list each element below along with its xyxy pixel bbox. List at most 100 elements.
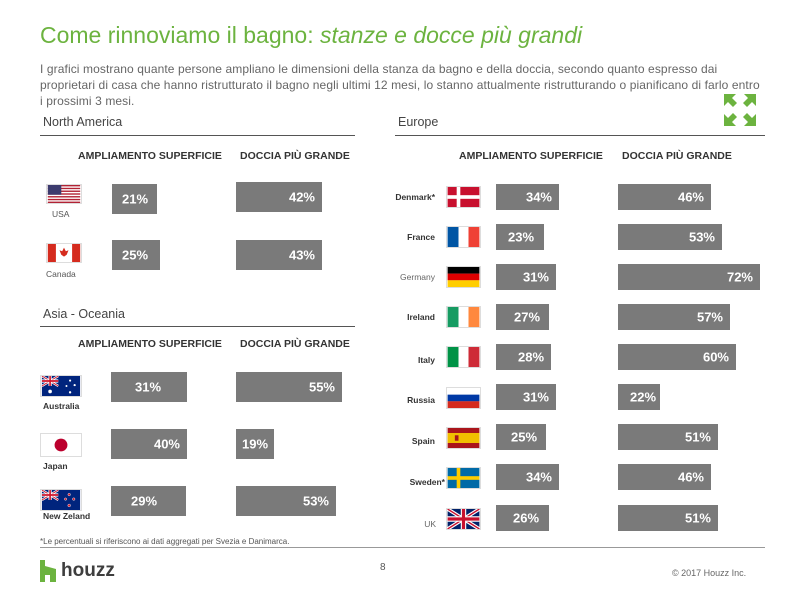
spain-flag-icon	[446, 427, 481, 449]
title-plain: Come rinnoviamo il bagno:	[40, 22, 320, 48]
divider	[40, 326, 355, 327]
area-bar: 31%	[496, 264, 556, 290]
area-bar: 25%	[496, 424, 546, 450]
area-bar: 25%	[112, 240, 160, 270]
area-value: 27%	[514, 309, 541, 325]
country-name: Russia	[407, 395, 435, 405]
shower-bar: 46%	[618, 184, 711, 210]
area-bar: 23%	[496, 224, 544, 250]
country-name: Germany	[400, 272, 435, 282]
shower-value: 19%	[242, 436, 269, 452]
country-name: France	[407, 232, 435, 242]
area-value: 29%	[131, 493, 158, 509]
shower-value: 43%	[288, 247, 315, 263]
shower-bar: 72%	[618, 264, 760, 290]
shower-bar: 51%	[618, 424, 718, 450]
region-north-america: North America	[43, 115, 123, 129]
country-name: New Zeland	[43, 511, 91, 521]
country-name: Sweden*	[409, 477, 445, 487]
shower-value: 46%	[677, 469, 704, 485]
area-value: 28%	[518, 349, 545, 365]
shower-bar: 43%	[236, 240, 322, 270]
logo-text: houzz	[61, 560, 115, 581]
italy-flag-icon	[446, 346, 481, 368]
usa-flag-icon	[46, 184, 82, 204]
area-value: 31%	[522, 269, 549, 285]
germany-flag-icon	[446, 266, 481, 288]
russia-flag-icon	[446, 387, 481, 409]
shower-value: 46%	[677, 189, 704, 205]
intro-text: I grafici mostrano quante persone amplia…	[40, 62, 760, 108]
shower-bar: 53%	[236, 486, 336, 516]
area-value: 25%	[511, 429, 538, 445]
area-bar: 31%	[496, 384, 556, 410]
shower-bar: 46%	[618, 464, 711, 490]
area-value: 34%	[525, 189, 552, 205]
shower-value: 53%	[302, 493, 329, 509]
country-name: Ireland	[407, 312, 435, 322]
area-value: 25%	[122, 247, 149, 263]
shower-bar: 42%	[236, 182, 322, 212]
japan-flag-icon	[40, 433, 82, 457]
houzz-logo-icon	[40, 560, 56, 582]
title-italic: stanze e docce più grandi	[319, 22, 583, 48]
area-value: 31%	[135, 379, 162, 395]
shower-bar: 53%	[618, 224, 722, 250]
column-header-area: AMPLIAMENTO SUPERFICIE	[78, 338, 222, 350]
houzz-logo: houzz	[40, 560, 115, 582]
footer-divider	[40, 547, 765, 548]
country-name: Denmark*	[395, 192, 435, 202]
shower-value: 42%	[288, 189, 315, 205]
country-name: Australia	[43, 401, 80, 411]
footnote: *Le percentuali si riferiscono ai dati a…	[40, 537, 290, 546]
expand-icon	[724, 94, 756, 126]
divider	[40, 135, 355, 136]
france-flag-icon	[446, 226, 481, 248]
country-name: Japan	[43, 461, 68, 471]
ireland-flag-icon	[446, 306, 481, 328]
new-zealand-flag-icon	[40, 489, 82, 511]
region-europe: Europe	[398, 115, 439, 129]
canada-flag-icon	[46, 243, 82, 263]
page-number: 8	[380, 562, 386, 573]
area-value: 31%	[522, 389, 549, 405]
column-header-shower: DOCCIA PIÙ GRANDE	[240, 338, 350, 350]
shower-value: 57%	[696, 309, 723, 325]
shower-bar: 57%	[618, 304, 730, 330]
region-asia-oceania: Asia - Oceania	[43, 307, 125, 321]
page-title: Come rinnoviamo il bagno: stanze e docce…	[40, 22, 582, 49]
area-value: 34%	[525, 469, 552, 485]
shower-bar: 55%	[236, 372, 342, 402]
denmark-flag-icon	[446, 186, 481, 208]
area-bar: 40%	[111, 429, 187, 459]
country-name: UK	[424, 519, 436, 529]
column-header-area: AMPLIAMENTO SUPERFICIE	[78, 150, 222, 162]
area-value: 21%	[122, 191, 149, 207]
column-header-shower: DOCCIA PIÙ GRANDE	[240, 150, 350, 162]
shower-value: 51%	[684, 429, 711, 445]
shower-value: 60%	[702, 349, 729, 365]
uk-flag-icon	[446, 508, 481, 530]
shower-value: 55%	[308, 379, 335, 395]
shower-bar: 60%	[618, 344, 736, 370]
area-bar: 26%	[496, 505, 549, 531]
shower-value: 51%	[684, 510, 711, 526]
area-value: 26%	[513, 510, 540, 526]
column-header-shower: DOCCIA PIÙ GRANDE	[622, 150, 732, 162]
shower-value: 22%	[630, 389, 657, 405]
shower-bar: 22%	[618, 384, 660, 410]
area-bar: 21%	[112, 184, 157, 214]
shower-bar: 51%	[618, 505, 718, 531]
shower-value: 72%	[726, 269, 753, 285]
shower-value: 53%	[688, 229, 715, 245]
area-bar: 31%	[111, 372, 187, 402]
area-bar: 29%	[111, 486, 186, 516]
country-name: USA	[52, 209, 70, 219]
country-name: Spain	[411, 436, 435, 446]
shower-bar: 19%	[236, 429, 274, 459]
area-value: 23%	[508, 229, 535, 245]
area-bar: 27%	[496, 304, 549, 330]
copyright: © 2017 Houzz Inc.	[672, 568, 747, 578]
country-name: Italy	[417, 355, 435, 365]
column-header-area: AMPLIAMENTO SUPERFICIE	[459, 150, 603, 162]
